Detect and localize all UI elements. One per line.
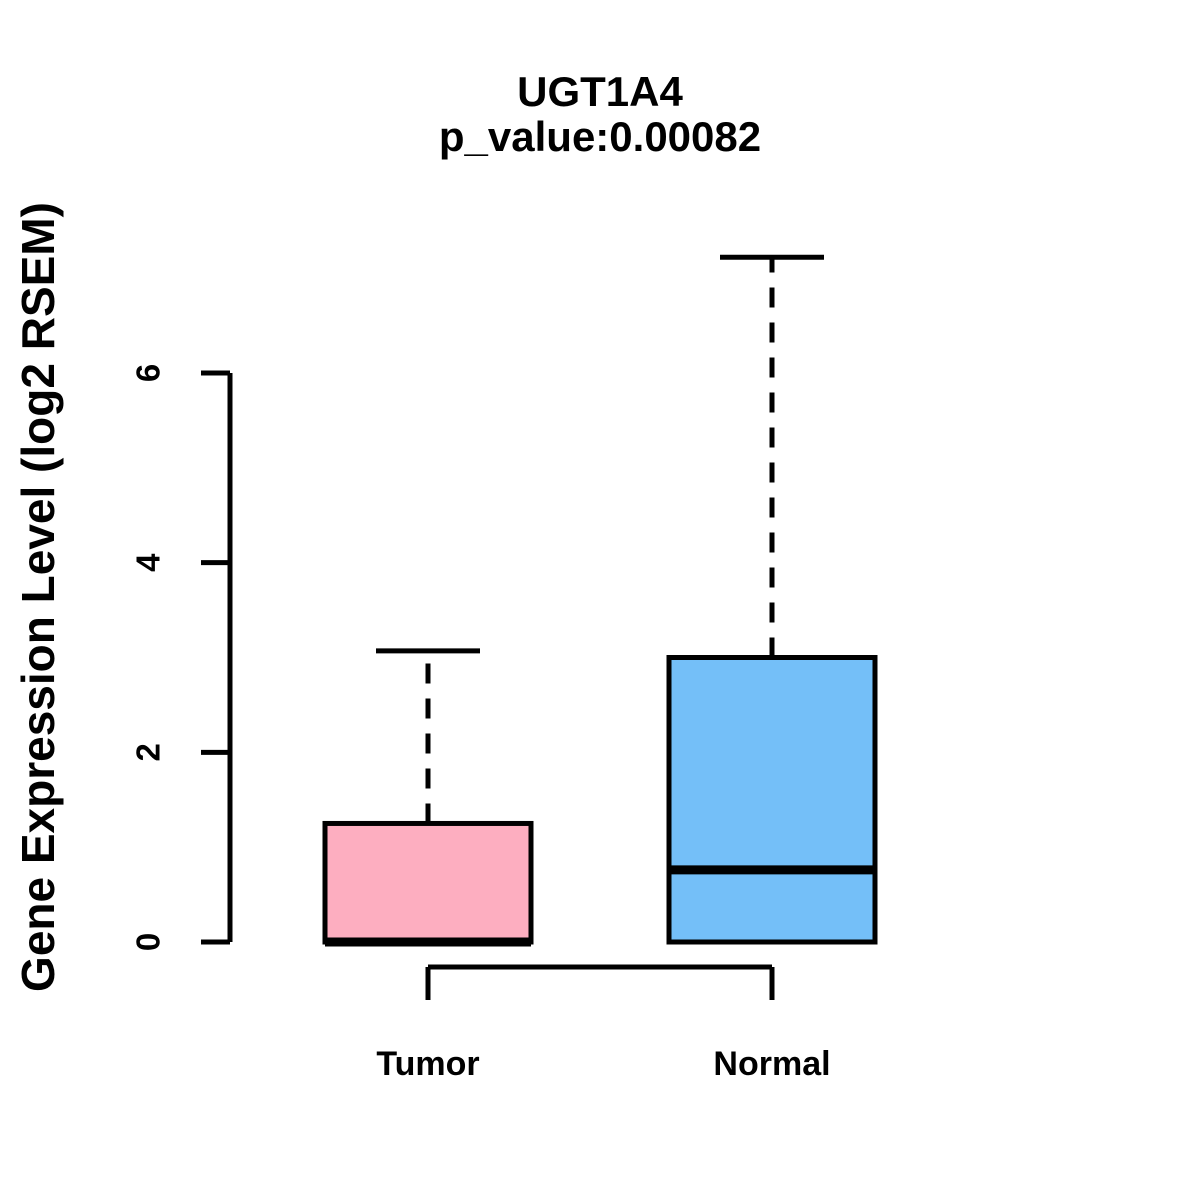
y-tick-label: 4 xyxy=(130,553,167,572)
y-tick-label: 0 xyxy=(130,933,167,951)
chart-title: UGT1A4 xyxy=(517,68,683,115)
box-normal xyxy=(666,655,878,945)
y-tick-label: 2 xyxy=(130,743,167,761)
x-group-label-tumor: Tumor xyxy=(376,1045,479,1083)
y-tick-label: 6 xyxy=(130,364,167,382)
chart-subtitle-pvalue: p_value:0.00082 xyxy=(438,113,762,160)
box-tumor xyxy=(322,820,534,945)
x-group-label-normal: Normal xyxy=(713,1045,830,1083)
